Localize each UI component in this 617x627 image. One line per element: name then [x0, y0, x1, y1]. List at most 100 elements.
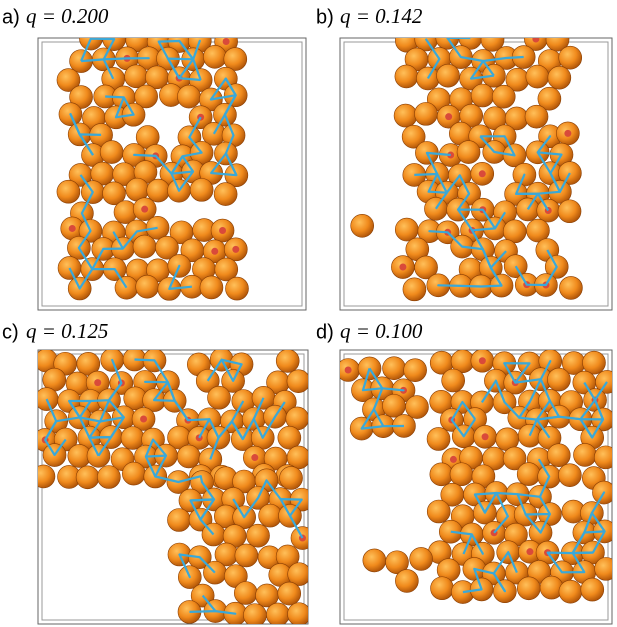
- particle: [200, 276, 223, 299]
- particle: [517, 577, 540, 600]
- particle: [525, 105, 548, 128]
- particle: [395, 218, 418, 241]
- particle: [559, 276, 582, 299]
- figure: a)q = 0.200 b) q = 0.142 c)q = 0.125d) q = 0…: [0, 0, 617, 627]
- particle: [492, 85, 515, 108]
- particle: [225, 277, 248, 300]
- particle-core: [564, 130, 571, 137]
- particle: [259, 504, 282, 527]
- particle: [437, 64, 460, 87]
- panel: d) q = 0.100: [316, 319, 617, 624]
- panel-label: c): [2, 321, 19, 343]
- particle-core: [450, 456, 457, 463]
- panel: c)q = 0.125: [2, 319, 314, 627]
- particle-core: [251, 454, 258, 461]
- particle: [430, 463, 453, 486]
- particles: [337, 349, 617, 603]
- particle: [410, 547, 433, 570]
- particle: [573, 443, 596, 466]
- particle: [243, 604, 266, 627]
- particle: [266, 603, 289, 626]
- particle: [558, 200, 581, 223]
- panel-label: a): [2, 6, 20, 28]
- particle: [471, 84, 494, 107]
- particle: [427, 500, 450, 523]
- particle: [594, 446, 617, 469]
- particle-core: [479, 357, 486, 364]
- particle-core: [219, 227, 226, 234]
- panel: a)q = 0.200: [2, 4, 306, 310]
- particle: [582, 351, 605, 374]
- panel-label: b): [316, 6, 334, 28]
- panel-caption: q = 0.142: [340, 4, 423, 28]
- particle: [97, 465, 120, 488]
- particle: [122, 462, 145, 485]
- particle: [559, 580, 582, 603]
- particle-core: [482, 433, 489, 440]
- particle: [395, 569, 418, 592]
- particle-core: [345, 366, 352, 373]
- particle: [363, 549, 386, 572]
- particle-core: [532, 36, 539, 43]
- particle: [405, 396, 428, 419]
- particle: [547, 444, 570, 467]
- particle: [136, 275, 159, 298]
- particles: [32, 348, 314, 627]
- particle: [442, 369, 465, 392]
- particle: [214, 183, 237, 206]
- particle: [403, 278, 426, 301]
- particles: [351, 26, 583, 301]
- particle: [559, 46, 582, 69]
- particle-core: [94, 379, 101, 386]
- particle: [177, 85, 200, 108]
- particle-core: [223, 38, 230, 45]
- particle: [76, 466, 99, 489]
- panel-label: d): [316, 321, 334, 343]
- particle-core: [140, 415, 147, 422]
- particle-core: [232, 246, 239, 253]
- particle: [457, 141, 480, 164]
- particle: [581, 578, 604, 601]
- particle: [548, 66, 571, 89]
- particle: [558, 464, 581, 487]
- particle: [351, 214, 374, 237]
- particle: [383, 357, 406, 380]
- particle: [517, 463, 540, 486]
- particle: [414, 102, 437, 125]
- particle: [177, 445, 200, 468]
- particle: [247, 524, 270, 547]
- particle: [404, 359, 427, 382]
- particle-core: [445, 113, 452, 120]
- particle: [547, 368, 570, 391]
- particle: [395, 65, 418, 88]
- particle: [526, 65, 549, 88]
- particle-core: [69, 225, 76, 232]
- particle: [100, 141, 123, 164]
- particle-core: [526, 548, 533, 555]
- particle: [167, 509, 190, 532]
- panel: b) q = 0.142: [316, 4, 612, 310]
- particle: [121, 426, 144, 449]
- particle: [208, 386, 231, 409]
- particle: [595, 557, 617, 580]
- particle-core: [211, 248, 218, 255]
- particle-core: [479, 170, 486, 177]
- particle: [235, 544, 258, 567]
- particle: [288, 603, 311, 626]
- particle: [203, 45, 226, 68]
- particle: [280, 466, 303, 489]
- particle: [427, 427, 450, 450]
- particle: [287, 370, 310, 393]
- particle: [278, 582, 301, 605]
- particle: [32, 465, 55, 488]
- particle: [382, 394, 405, 417]
- particle: [133, 235, 156, 258]
- panel-caption: q = 0.100: [340, 319, 423, 343]
- particles: [57, 27, 249, 300]
- particle: [125, 65, 148, 88]
- particle: [276, 349, 299, 372]
- particle-core: [399, 264, 406, 271]
- particle-core: [141, 206, 148, 213]
- bond-path: [438, 285, 501, 286]
- particle: [431, 577, 454, 600]
